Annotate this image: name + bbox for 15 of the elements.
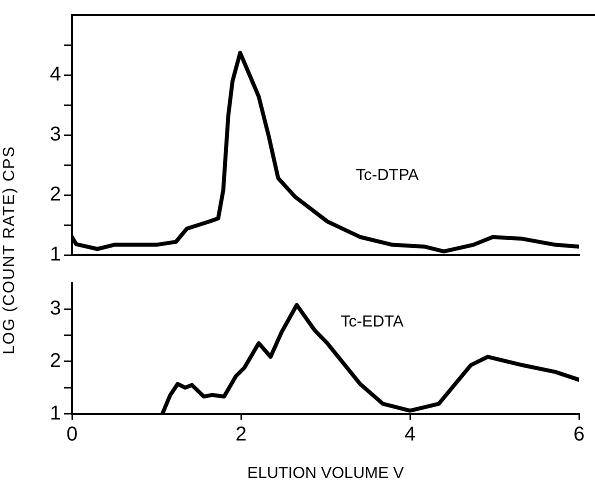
x-tick-label: 0: [66, 423, 78, 446]
text: Tc-DTPA: [356, 167, 420, 184]
y-tick-label: 1: [50, 244, 61, 266]
y-tick-label: 4: [50, 64, 61, 86]
y-tick-label: 2: [50, 184, 61, 206]
y-axis-title: LOG (COUNT RATE) CPS: [1, 146, 19, 354]
x-tick-label: 6: [573, 423, 585, 446]
x-axis-title: ELUTION VOLUME V: [247, 464, 404, 482]
y-tick-label: 2: [50, 350, 61, 372]
x-tick-label: 4: [404, 423, 416, 446]
y-tick-label: 3: [50, 298, 61, 320]
x-tick-label: 2: [235, 423, 247, 446]
y-tick-label: 3: [50, 124, 61, 146]
y-tick-label: 1: [50, 402, 61, 424]
series-label: Tc-EDTA: [340, 314, 404, 331]
